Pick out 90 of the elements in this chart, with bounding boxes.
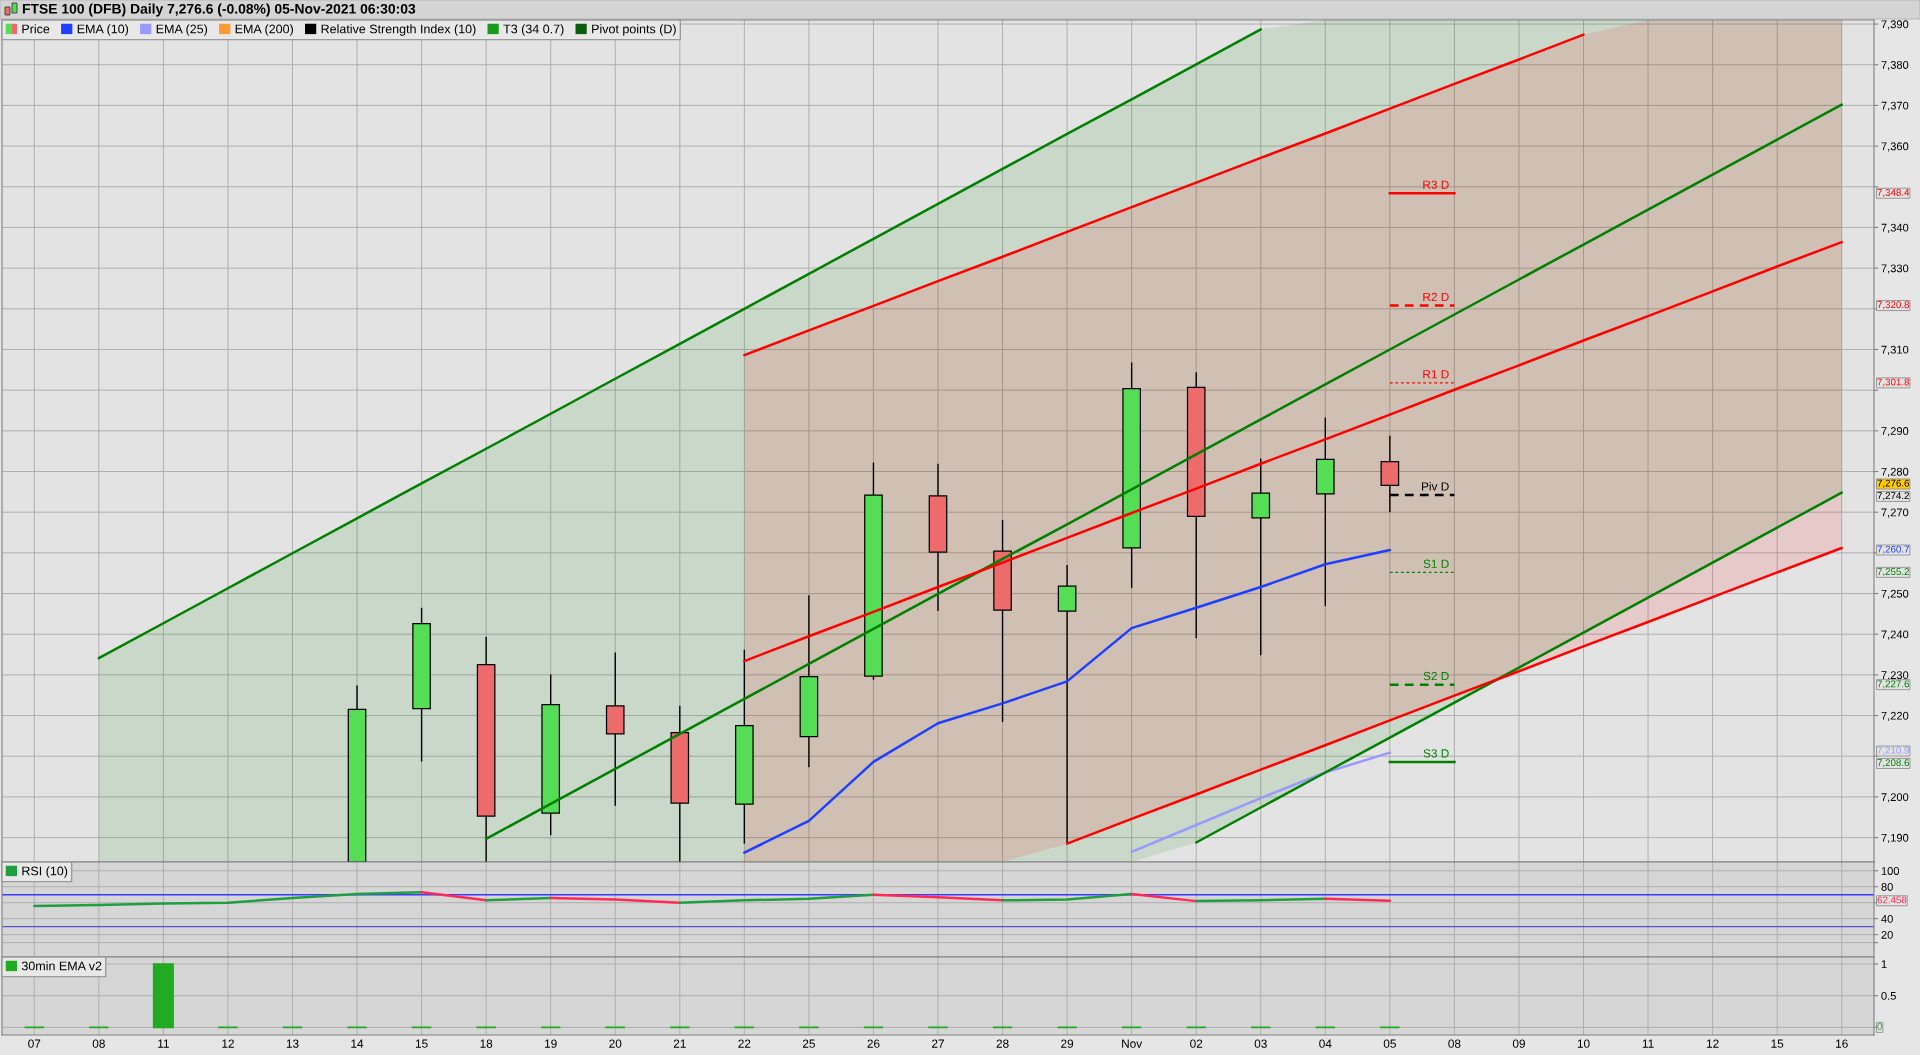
y-tick-label: 7,310 — [1881, 345, 1909, 355]
y-tick-label: 7,280 — [1881, 467, 1909, 477]
x-tick-label: 12 — [222, 1039, 234, 1048]
y-tick-label: 100 — [1881, 867, 1900, 875]
candlestick — [1057, 564, 1077, 844]
annotation: 0 — [1877, 1023, 1883, 1030]
chart-title: FTSE 100 (DFB) Daily 7,276.6 (-0.08%) 05-Nov-2021 06:30:03 — [22, 3, 416, 17]
annotation: 7,255.2 — [1877, 568, 1909, 577]
x-tick-label: 19 — [545, 1039, 557, 1048]
line-series — [1194, 491, 1843, 844]
annotation: 7,320.8 — [1877, 301, 1910, 310]
x-tick-label: 03 — [1254, 1039, 1267, 1048]
y-tick-label: 7,290 — [1881, 427, 1909, 437]
y-tick-label: 80 — [1881, 883, 1893, 891]
y-tick-label: 7,390 — [1881, 20, 1909, 30]
x-tick-label: 18 — [480, 1039, 493, 1048]
x-tick-label: 15 — [1771, 1039, 1784, 1048]
y-tick-label: 7,340 — [1881, 223, 1909, 233]
x-tick-label: 14 — [351, 1039, 364, 1048]
ref-line-label: R3 D — [1423, 180, 1449, 189]
legend-label: Pivot points (D) — [592, 24, 676, 36]
y-tick-label: 7,200 — [1881, 793, 1909, 803]
line-series — [33, 891, 423, 908]
annotation: 62.458 — [1877, 896, 1907, 904]
ref-line-label: R1 D — [1423, 370, 1449, 379]
line-series — [743, 33, 1585, 357]
y-tick-label: 7,270 — [1881, 508, 1909, 518]
legend-label: EMA (25) — [156, 24, 208, 36]
y-tick-label: 7,360 — [1881, 142, 1909, 152]
y-tick-label: 7,230 — [1881, 671, 1909, 681]
line-series — [678, 893, 875, 904]
x-tick-label: 02 — [1190, 1039, 1203, 1048]
x-tick-label: 13 — [286, 1039, 299, 1048]
x-tick-label: 29 — [1061, 1039, 1074, 1048]
x-tick-label: 10 — [1577, 1039, 1590, 1048]
annotation: 7,210.9 — [1877, 746, 1909, 755]
line-series — [484, 103, 1843, 841]
y-tick-label: 1 — [1881, 960, 1887, 968]
annotation: 7,348.4 — [1877, 189, 1910, 198]
annotation: 7,276.6 — [1877, 479, 1910, 488]
ref-line-label: Piv D — [1422, 482, 1449, 491]
legend-label: EMA (10) — [77, 24, 129, 36]
x-tick-label: 16 — [1836, 1039, 1848, 1048]
x-tick-label: 26 — [867, 1039, 880, 1048]
y-tick-label: 0.5 — [1881, 991, 1896, 1000]
x-tick-label: 27 — [932, 1039, 944, 1048]
y-tick-label: 7,380 — [1881, 61, 1909, 71]
x-tick-label: 04 — [1319, 1039, 1332, 1048]
line-series — [1065, 546, 1843, 845]
y-tick-label: 20 — [1881, 930, 1893, 939]
x-tick-label: 15 — [415, 1039, 428, 1048]
y-tick-label: 7,370 — [1881, 101, 1909, 111]
x-tick-label: 22 — [738, 1039, 751, 1048]
y-tick-label: 7,190 — [1881, 833, 1909, 844]
x-tick-label: 25 — [802, 1039, 815, 1048]
legend-label: Relative Strength Index (10) — [321, 24, 476, 36]
x-tick-label: 07 — [28, 1039, 41, 1048]
x-tick-label: 11 — [1642, 1039, 1654, 1048]
annotation: 7,227.6 — [1877, 680, 1910, 689]
annotation: 7,301.8 — [1877, 378, 1910, 387]
annotation: 7,260.7 — [1877, 545, 1909, 554]
y-tick-label: 7,220 — [1881, 711, 1909, 722]
x-tick-label: 20 — [609, 1039, 622, 1048]
line-series — [743, 548, 1392, 854]
x-tick-label: 05 — [1383, 1039, 1396, 1048]
legend-label: EMA (200) — [235, 24, 293, 36]
ref-line-label: S3 D — [1423, 749, 1449, 758]
x-tick-label: 12 — [1706, 1039, 1719, 1048]
ref-line-label: S2 D — [1423, 671, 1449, 681]
y-tick-label: 40 — [1881, 914, 1893, 923]
x-tick-label: 11 — [158, 1039, 169, 1048]
line-series — [743, 240, 1843, 663]
legend-label: Price — [22, 24, 50, 34]
ref-line-label: R2 D — [1423, 292, 1449, 302]
x-tick-label: 21 — [673, 1039, 686, 1048]
x-tick-label: Nov — [1122, 1039, 1143, 1048]
x-tick-label: 09 — [1512, 1039, 1525, 1048]
y-tick-label: 7,250 — [1881, 589, 1909, 599]
line-series — [1130, 751, 1392, 854]
y-tick-label: 7,240 — [1881, 630, 1909, 640]
x-tick-label: 08 — [1448, 1039, 1461, 1048]
x-tick-label: 08 — [92, 1039, 105, 1048]
legend-label: RSI (10) — [22, 866, 68, 878]
y-tick-label: 7,330 — [1881, 264, 1909, 274]
x-tick-label: 28 — [996, 1039, 1009, 1048]
legend-label: 30min EMA v2 — [21, 961, 102, 971]
legend-label: T3 (34 0.7) — [503, 24, 564, 36]
annotation: 7,274.2 — [1877, 492, 1909, 501]
annotation: 7,208.6 — [1877, 759, 1910, 768]
ref-line-label: S1 D — [1423, 559, 1449, 568]
